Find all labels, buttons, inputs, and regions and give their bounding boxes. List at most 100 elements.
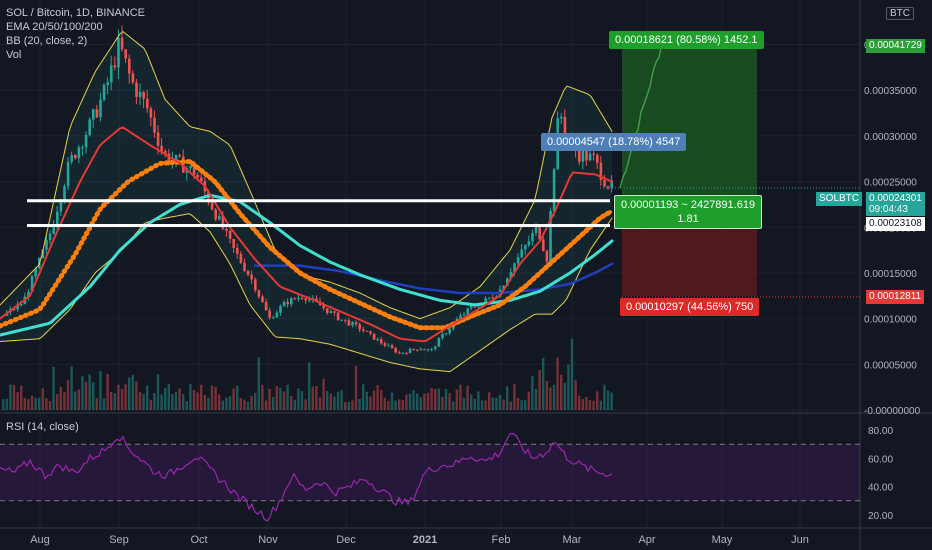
candle-body: [592, 153, 595, 155]
candle-body: [300, 298, 304, 300]
volume-bar: [214, 387, 217, 410]
candle-body: [326, 308, 329, 313]
candle-body: [77, 147, 81, 159]
candle-body: [182, 156, 185, 173]
volume-bar: [372, 390, 376, 410]
candles[interactable]: [2, 25, 613, 355]
volume-bar: [290, 395, 293, 410]
volume-bar: [599, 400, 602, 410]
volume-bars: [2, 338, 613, 410]
candle-body: [387, 345, 390, 347]
price-tick-label: 0.00025000: [864, 178, 917, 189]
candle-body: [149, 108, 153, 118]
candle-body: [376, 339, 379, 341]
candle-body: [88, 119, 91, 136]
candle-body: [200, 177, 203, 182]
candle-body: [84, 135, 88, 148]
volume-bar: [344, 401, 347, 410]
volume-bar: [390, 392, 394, 410]
candle-body: [477, 306, 480, 308]
rsi-legend[interactable]: RSI (14, close): [6, 421, 79, 433]
volume-bar: [221, 400, 224, 410]
candle-body: [484, 298, 487, 303]
volume-bar: [380, 389, 383, 410]
volume-bar: [358, 398, 361, 410]
candle-body: [448, 328, 451, 334]
candle-body: [603, 180, 606, 187]
candle-body: [95, 109, 99, 118]
candle-body: [340, 319, 343, 321]
volume-bar: [272, 397, 275, 410]
candle-body: [488, 297, 491, 299]
volume-bar: [437, 388, 440, 410]
volume-bar: [491, 397, 494, 410]
candle-body: [59, 200, 63, 212]
volume-bar: [9, 384, 12, 410]
volume-bar: [423, 393, 426, 410]
volume-bar: [66, 380, 70, 410]
candle-body: [254, 279, 257, 291]
volume-bar: [268, 388, 271, 410]
volume-bar: [552, 384, 556, 410]
target-price-tag: 0.00041729: [866, 39, 925, 53]
legend-vol[interactable]: Vol: [6, 49, 22, 61]
volume-bar: [171, 394, 174, 410]
candle-body: [516, 257, 520, 264]
ema200-line: [253, 262, 614, 295]
bollinger-fill: [0, 32, 612, 372]
volume-bar: [556, 357, 559, 410]
candle-body: [48, 233, 52, 241]
volume-bar: [124, 384, 127, 410]
candle-body: [462, 314, 466, 316]
candle-body: [290, 298, 293, 305]
volume-bar: [405, 394, 408, 410]
volume-bar: [146, 385, 149, 410]
volume-bar: [606, 390, 610, 410]
support-lines[interactable]: [27, 199, 610, 227]
last-price-tag: 0.00024301 09:04:43: [866, 192, 925, 216]
volume-bar: [578, 395, 581, 410]
volume-bar: [56, 394, 59, 410]
time-tick-label: Sep: [109, 534, 129, 546]
candle-body: [333, 311, 336, 313]
price-tick-label: 0.00035000: [864, 86, 917, 97]
indicator-lines: [0, 31, 615, 373]
volume-bar: [520, 399, 523, 410]
volume-bar: [236, 385, 239, 410]
volume-bar: [581, 399, 584, 410]
legend-ema[interactable]: EMA 20/50/100/200: [6, 21, 103, 33]
legend-title[interactable]: SOL / Bitcoin, 1D, BINANCE: [6, 7, 145, 19]
chart-legend: SOL / Bitcoin, 1D, BINANCE EMA 20/50/100…: [6, 6, 145, 62]
volume-bar: [200, 384, 203, 410]
candle-body: [383, 343, 387, 346]
candle-body: [308, 299, 311, 301]
volume-bar: [142, 394, 145, 410]
candle-body: [416, 349, 419, 351]
projection-path: [619, 34, 666, 189]
volume-bar: [527, 391, 530, 410]
volume-bar: [120, 388, 124, 410]
candle-body: [174, 155, 178, 160]
candle-body: [470, 306, 473, 309]
legend-bb[interactable]: BB (20, close, 2): [6, 35, 88, 47]
candle-body: [41, 249, 45, 258]
volume-bar: [178, 388, 181, 410]
candle-body: [70, 154, 73, 162]
candle-body: [506, 278, 509, 286]
volume-bar: [534, 388, 538, 410]
candle-body: [113, 65, 117, 68]
profit-tooltip: 0.00018621 (80.58%) 1452.1: [609, 31, 764, 49]
candle-body: [56, 211, 59, 225]
volume-bar: [102, 398, 106, 410]
volume-bar: [88, 374, 91, 410]
volume-bar: [488, 392, 491, 410]
volume-bar: [434, 388, 437, 410]
candle-body: [610, 180, 613, 188]
volume-bar: [448, 393, 451, 410]
candle-body: [423, 349, 426, 351]
candle-body: [394, 348, 397, 353]
volume-bar: [156, 374, 160, 410]
axis-unit-button[interactable]: BTC: [886, 7, 914, 20]
time-tick-label: Feb: [492, 534, 511, 546]
